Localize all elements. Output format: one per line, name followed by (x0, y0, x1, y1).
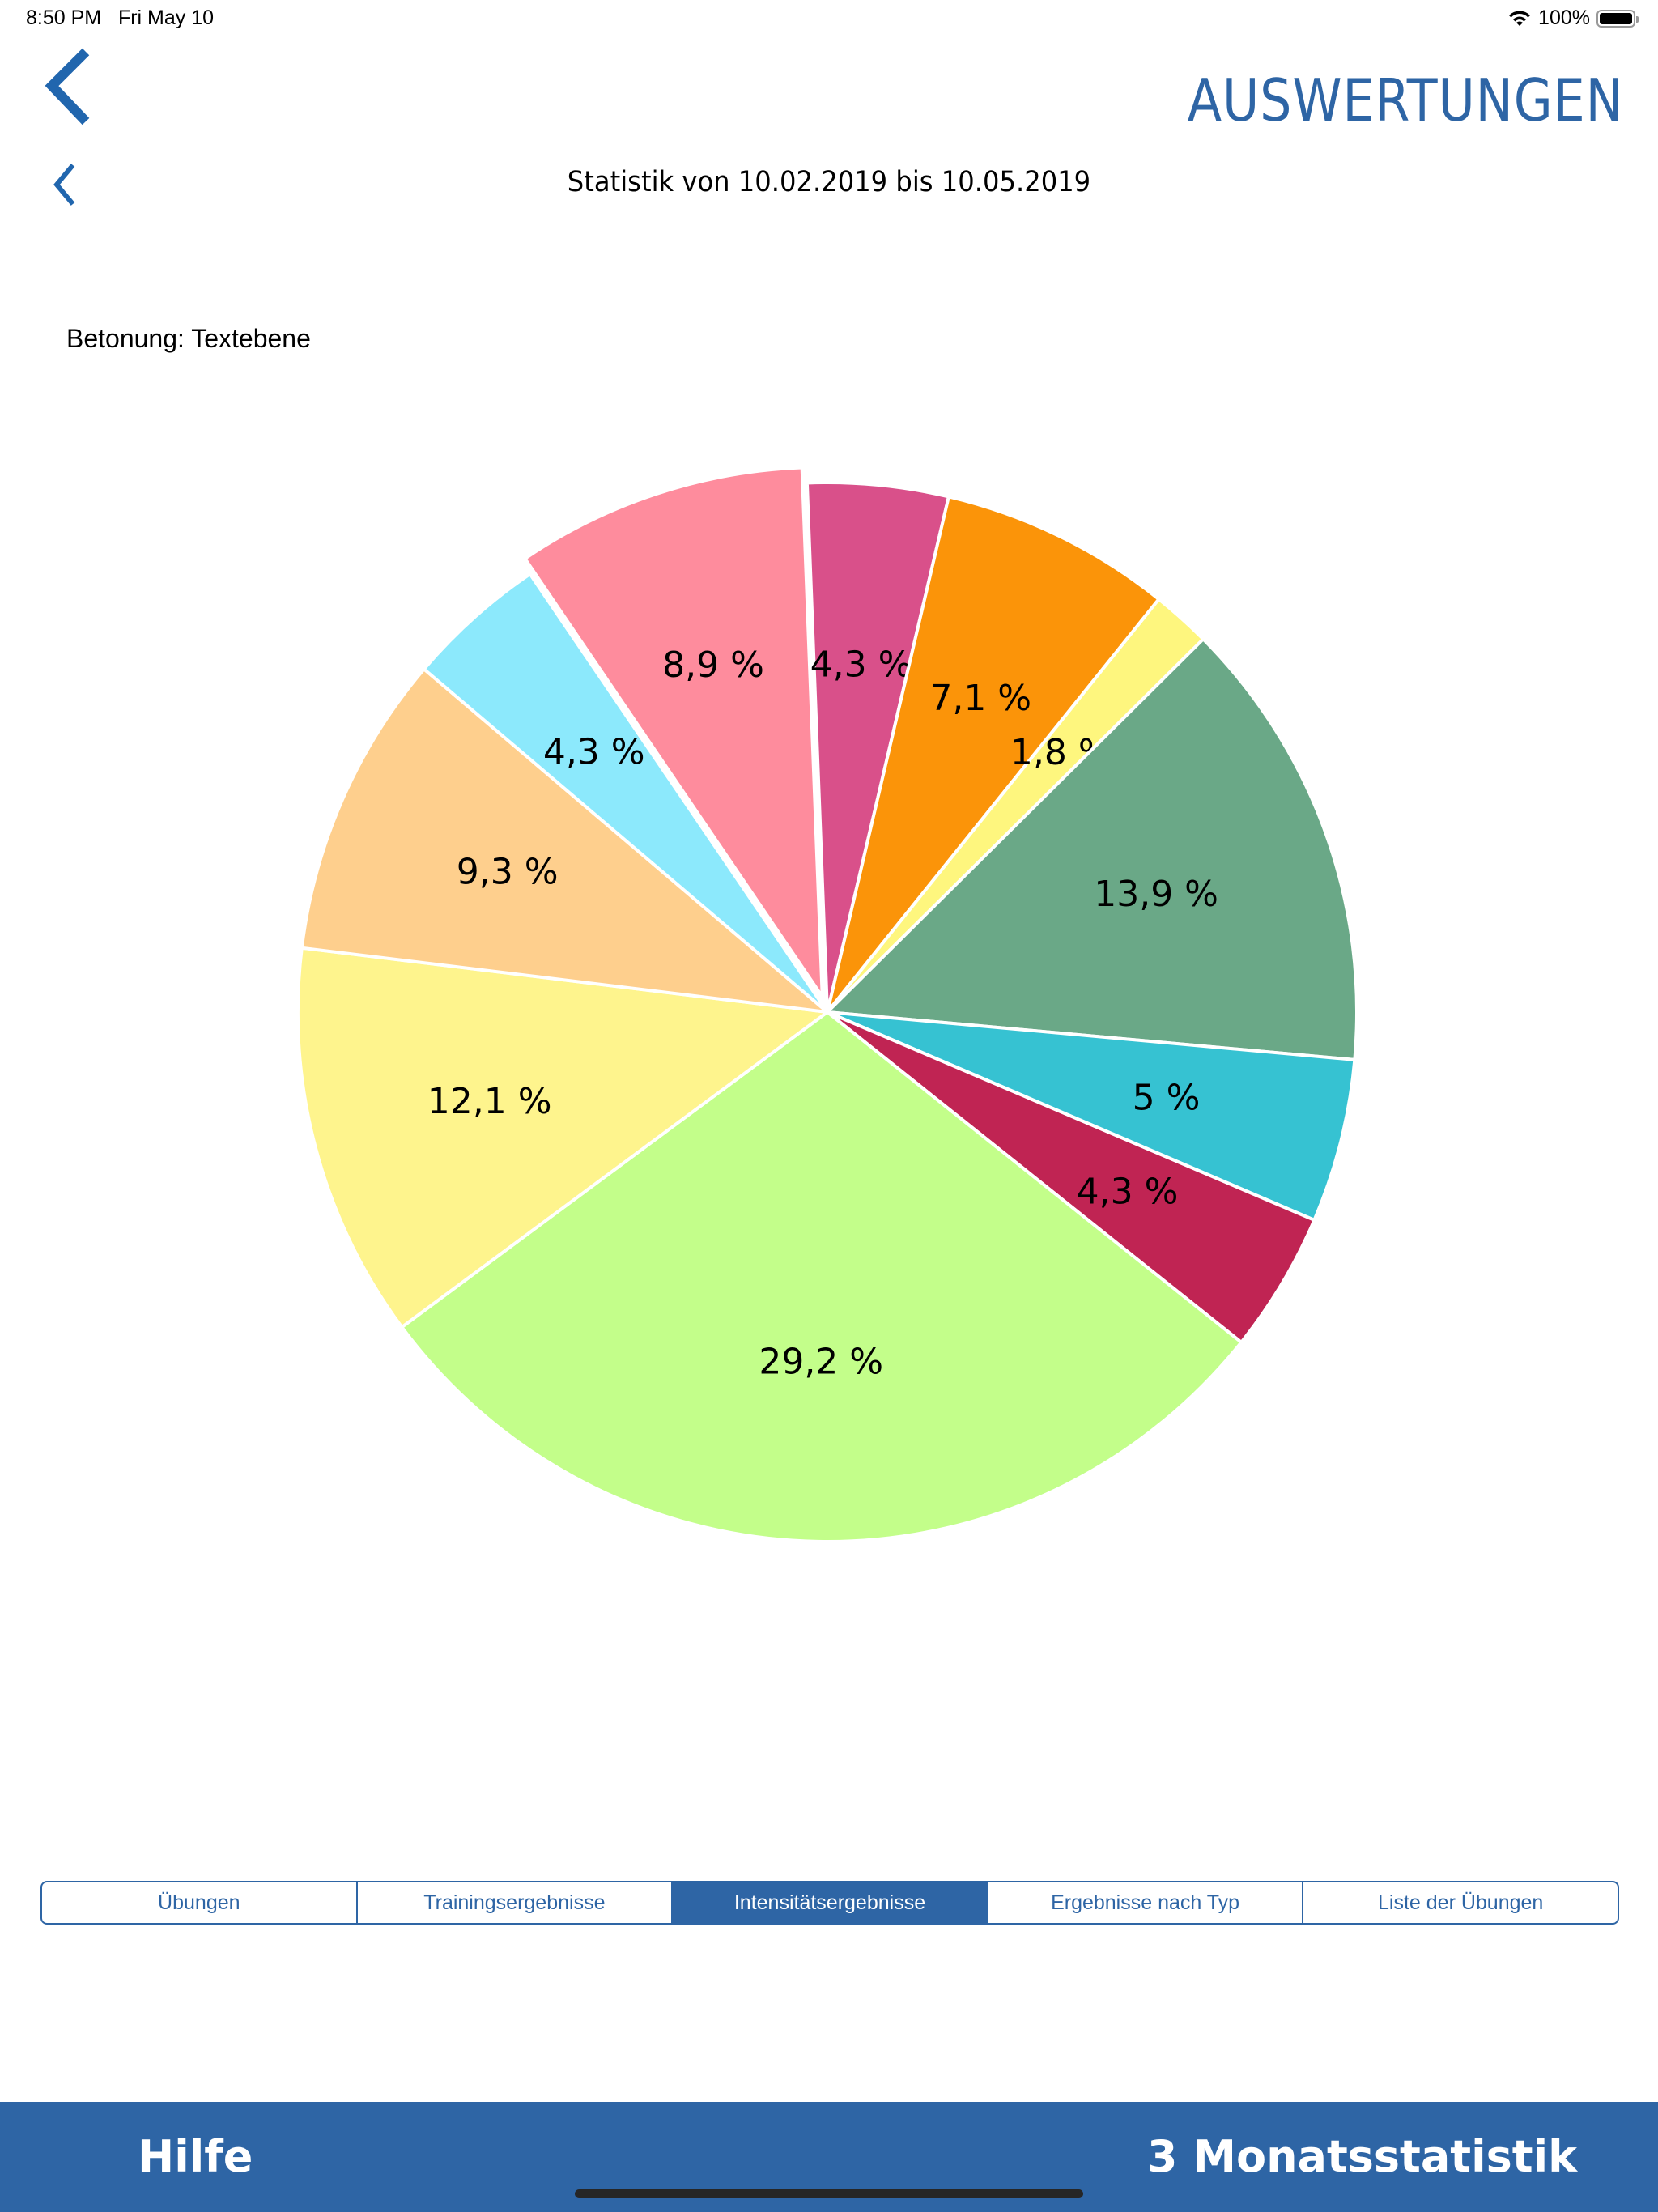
three-month-stats-button[interactable]: 3 Monatsstatistik (1146, 2131, 1577, 2182)
pie-slice-label: 4,3 % (1077, 1171, 1179, 1212)
tab-übungen[interactable]: Übungen (42, 1882, 358, 1923)
pie-slice-label: 9,3 % (457, 852, 559, 893)
tab-intensitätsergebnisse[interactable]: Intensitätsergebnisse (673, 1882, 988, 1923)
pie-chart-svg: 4,3 % 7,1 % 1,8 % 13,9 % 5 % 4,3 % 29,2 % 12,1 … (296, 466, 1358, 1543)
pie-slice-label: 8,9 % (662, 644, 764, 686)
pie-slice-label: 7,1 % (929, 678, 1031, 719)
help-button[interactable]: Hilfe (138, 2131, 253, 2182)
pie-slice-label: 4,3 % (810, 644, 912, 685)
status-bar: 8:50 PM Fri May 10 100% (0, 0, 1658, 39)
tab-ergebnisse-nach-typ[interactable]: Ergebnisse nach Typ (988, 1882, 1304, 1923)
pie-slice[interactable] (421, 572, 829, 1014)
pie-slice[interactable] (805, 481, 951, 1013)
previous-period-button[interactable] (50, 160, 91, 207)
pie-slice[interactable] (826, 495, 1162, 1014)
pie-slice-label: 1,8 % (1010, 732, 1112, 773)
pie-slice[interactable] (827, 1010, 1357, 1223)
pie-slice-label: 5 % (1133, 1077, 1201, 1118)
bottom-bar: Hilfe 3 Monatsstatistik (0, 2102, 1658, 2212)
status-time: 8:50 PM Fri May 10 (26, 6, 214, 30)
tab-liste-der-übungen[interactable]: Liste der Übungen (1378, 1891, 1544, 1914)
pie-slice[interactable] (522, 466, 825, 1002)
tab-trainingsergebnisse[interactable]: Trainingsergebnisse (358, 1882, 674, 1923)
pie-slice[interactable] (300, 666, 833, 1015)
status-date: Fri May 10 (117, 6, 215, 29)
battery-full-icon (1596, 9, 1639, 28)
pie-slice-label: 12,1 % (427, 1081, 552, 1122)
pie-slice-label: 4,3 % (543, 732, 645, 773)
chart-caption: Betonung: Textebene (66, 324, 311, 353)
chevron-left-icon (53, 164, 75, 206)
back-button[interactable] (40, 47, 97, 128)
clock-time: 8:50 PM (26, 6, 102, 29)
pie-chart: 4,3 % 7,1 % 1,8 % 13,9 % 5 % 4,3 % 29,2 % 12,1 … (296, 466, 1358, 1543)
battery-percent: 100% (1538, 6, 1590, 29)
period-label: Statistik von 10.02.2019 bis 10.05.2019 (567, 166, 1091, 198)
chevron-left-icon (45, 48, 90, 125)
pie-slice[interactable] (296, 946, 832, 1329)
wifi-icon (1509, 10, 1531, 26)
pie-slice-label: 13,9 % (1094, 874, 1218, 915)
tab-bar: Übungen Trainingsergebnisse Intensitätserg… (40, 1881, 1619, 1925)
pie-slice[interactable] (823, 636, 1358, 1062)
home-indicator[interactable] (575, 2189, 1083, 2198)
page-title: AUSWERTUNGEN (1187, 66, 1624, 134)
pie-slice[interactable] (826, 597, 1206, 1014)
pie-slice[interactable] (399, 1010, 1244, 1543)
status-indicators: 100% (1507, 6, 1639, 30)
pie-slice[interactable] (826, 1010, 1317, 1345)
pie-slice-label: 29,2 % (759, 1342, 883, 1383)
